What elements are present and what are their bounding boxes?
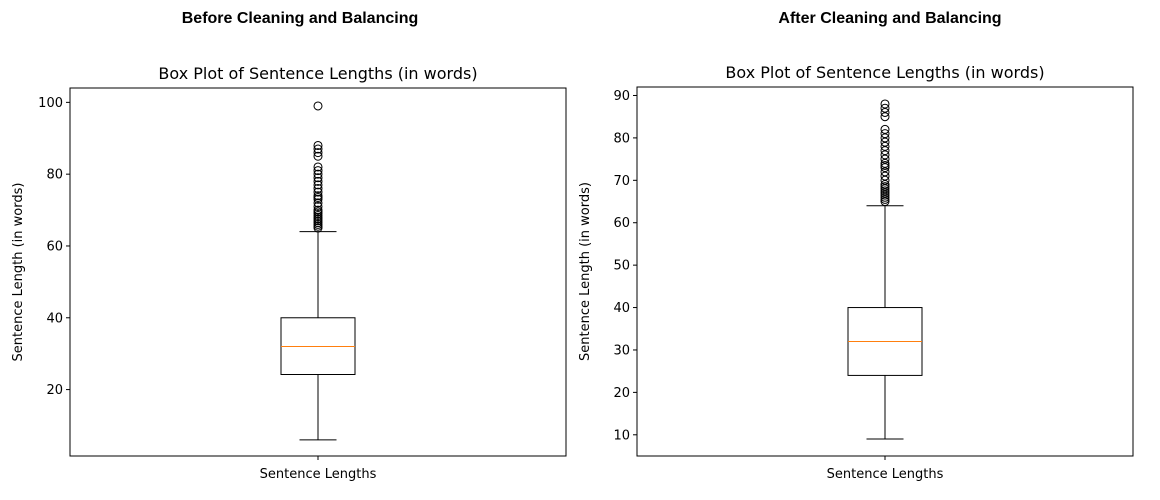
outlier-point — [880, 129, 890, 139]
outlier-point — [313, 205, 323, 215]
outlier-point — [313, 101, 323, 111]
y-tick-label: 20 — [613, 386, 630, 401]
outlier-point — [880, 186, 890, 196]
outlier-point — [880, 124, 890, 134]
y-tick-label: 90 — [613, 89, 630, 104]
chart-title: Box Plot of Sentence Lengths (in words) — [725, 63, 1044, 82]
y-tick-label: 40 — [613, 301, 630, 316]
outlier-point — [313, 198, 323, 208]
outlier-point — [313, 173, 323, 183]
outlier-point — [313, 187, 323, 197]
y-tick-label: 60 — [46, 239, 63, 254]
outlier-point — [880, 99, 890, 109]
outlier-point — [313, 151, 323, 161]
outlier-point — [880, 160, 890, 170]
outlier-point — [313, 162, 323, 172]
y-tick-label: 80 — [46, 168, 63, 183]
outlier-point — [880, 103, 890, 113]
outlier-point — [313, 148, 323, 158]
outlier-point — [313, 144, 323, 154]
plot-frame — [69, 87, 567, 457]
y-tick-label: 60 — [613, 216, 630, 231]
x-tick-label: Sentence Lengths — [260, 467, 377, 482]
y-tick-label: 70 — [613, 174, 630, 189]
outlier-point — [313, 191, 323, 201]
y-tick-label: 80 — [613, 131, 630, 146]
y-tick-label: 100 — [38, 96, 63, 111]
y-tick-label: 40 — [46, 311, 63, 326]
y-tick-label: 30 — [613, 343, 630, 358]
plot-frame — [636, 86, 1134, 457]
box-plot-2: Box Plot of Sentence Lengths (in words) 1… — [578, 63, 1134, 482]
outlier-point — [313, 140, 323, 150]
y-axis-label: Sentence Length (in words) — [578, 182, 593, 361]
outlier-point — [313, 201, 323, 211]
x-tick-label: Sentence Lengths — [827, 467, 944, 482]
y-tick-label: 50 — [613, 259, 630, 274]
outlier-point — [880, 182, 890, 192]
panel-heading-before: Before Cleaning and Balancing — [181, 10, 419, 27]
outlier-point — [313, 166, 323, 176]
outlier-point — [313, 180, 323, 190]
outlier-point — [313, 184, 323, 194]
chart-title: Box Plot of Sentence Lengths (in words) — [158, 64, 477, 83]
panel-heading-after: After Cleaning and Balancing — [778, 10, 1002, 27]
outlier-point — [313, 169, 323, 179]
y-tick-label: 20 — [46, 383, 63, 398]
box-plot-1: Box Plot of Sentence Lengths (in words) 2… — [11, 64, 567, 482]
y-tick-label: 10 — [613, 428, 630, 443]
y-axis-label: Sentence Length (in words) — [11, 183, 26, 362]
outlier-point — [313, 176, 323, 186]
